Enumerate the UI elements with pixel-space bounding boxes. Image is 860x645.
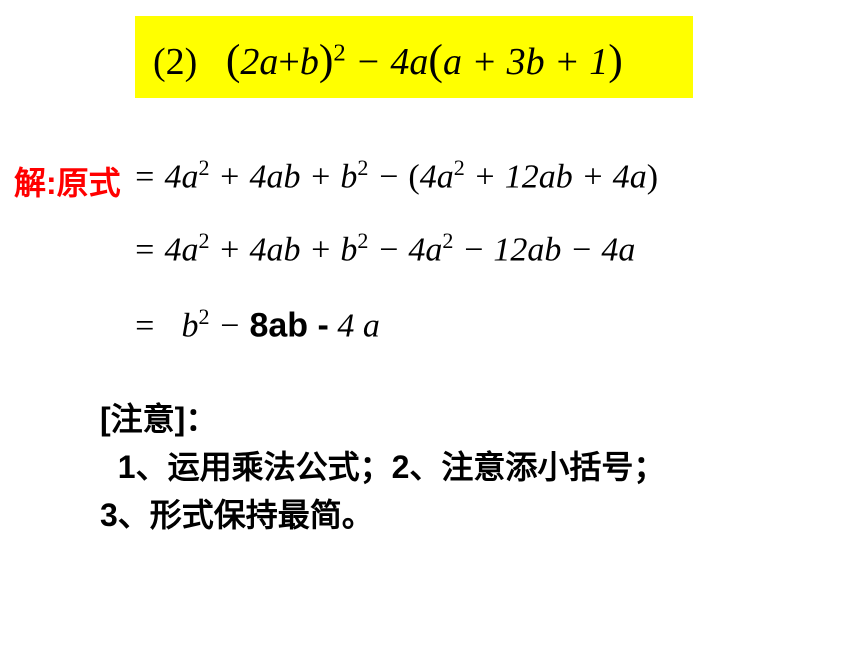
step-3: = b2 − 8ab - 4 a xyxy=(133,304,380,345)
solution-label: 解:原式 xyxy=(14,158,121,204)
step-2: = 4a2 + 4ab + b2 − 4a2 − 12ab − 4a xyxy=(133,228,635,269)
note-line-2: 3、形式保持最简。 xyxy=(100,491,665,539)
problem-math: (2a+b)2 − 4a(a + 3b + 1) xyxy=(226,41,623,83)
note-block: [注意]： 1、运用乘法公式；2、注意添小括号； 3、形式保持最简。 xyxy=(100,395,665,539)
note-header: [注意]： xyxy=(100,395,665,443)
note-line-1: 1、运用乘法公式；2、注意添小括号； xyxy=(100,443,665,491)
step-1: = 4a2 + 4ab + b2 − (4a2 + 12ab + 4a) xyxy=(133,155,658,196)
problem-number: (2) xyxy=(153,41,197,83)
problem-expression: (2) (2a+b)2 − 4a(a + 3b + 1) xyxy=(153,35,623,85)
